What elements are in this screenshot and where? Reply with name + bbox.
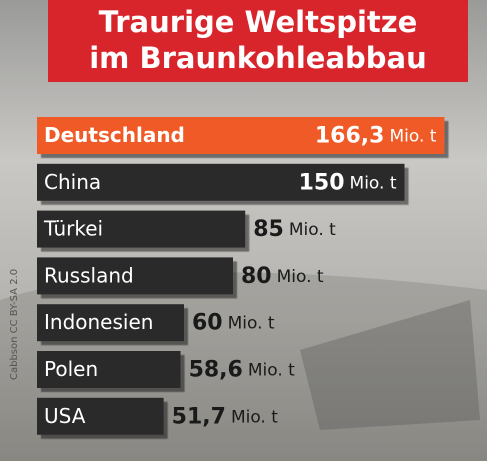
value-number: 80 xyxy=(241,264,272,289)
value-number: 58,6 xyxy=(189,358,243,383)
bar xyxy=(37,163,405,201)
photo-credit: Cabbson CC BY-SA 2.0 xyxy=(9,269,20,380)
bar xyxy=(37,351,181,388)
value-number: 60 xyxy=(192,311,223,336)
chart-title: Traurige Weltspitze xyxy=(99,5,418,39)
value-unit: Mio. t xyxy=(289,220,336,240)
value-label: 166,3 Mio. t xyxy=(315,124,437,149)
bar xyxy=(37,210,246,248)
value-unit: Mio. t xyxy=(248,361,295,381)
title-banner xyxy=(48,0,468,82)
category-label: USA xyxy=(44,404,86,428)
value-label: 150 Mio. t xyxy=(299,170,397,195)
value-number: 51,7 xyxy=(172,404,226,429)
category-label: Türkei xyxy=(43,217,103,241)
category-label: Deutschland xyxy=(44,123,185,147)
value-number: 166,3 xyxy=(315,124,385,149)
value-unit: Mio. t xyxy=(231,407,278,427)
bar xyxy=(37,257,233,295)
value-unit: Mio. t xyxy=(389,127,436,147)
bar xyxy=(37,304,184,342)
value-number: 85 xyxy=(253,217,284,242)
value-label: 85 Mio. t xyxy=(253,217,336,242)
category-label: Russland xyxy=(44,263,134,287)
category-label: Polen xyxy=(44,357,98,381)
value-unit: Mio. t xyxy=(228,314,275,334)
value-label: 80 Mio. t xyxy=(241,264,324,289)
value-unit: Mio. t xyxy=(350,173,397,193)
bar xyxy=(37,397,164,435)
value-label: 51,7 Mio. t xyxy=(172,404,279,429)
value-unit: Mio. t xyxy=(277,267,324,287)
category-label: China xyxy=(44,170,101,194)
category-label: Indonesien xyxy=(44,310,153,334)
background-excavator xyxy=(300,300,480,430)
value-label: 60 Mio. t xyxy=(192,311,275,336)
chart-subtitle: im Braunkohleabbau xyxy=(89,41,427,75)
bar xyxy=(37,117,445,154)
value-label: 58,6 Mio. t xyxy=(189,358,296,383)
value-number: 150 xyxy=(299,170,345,195)
